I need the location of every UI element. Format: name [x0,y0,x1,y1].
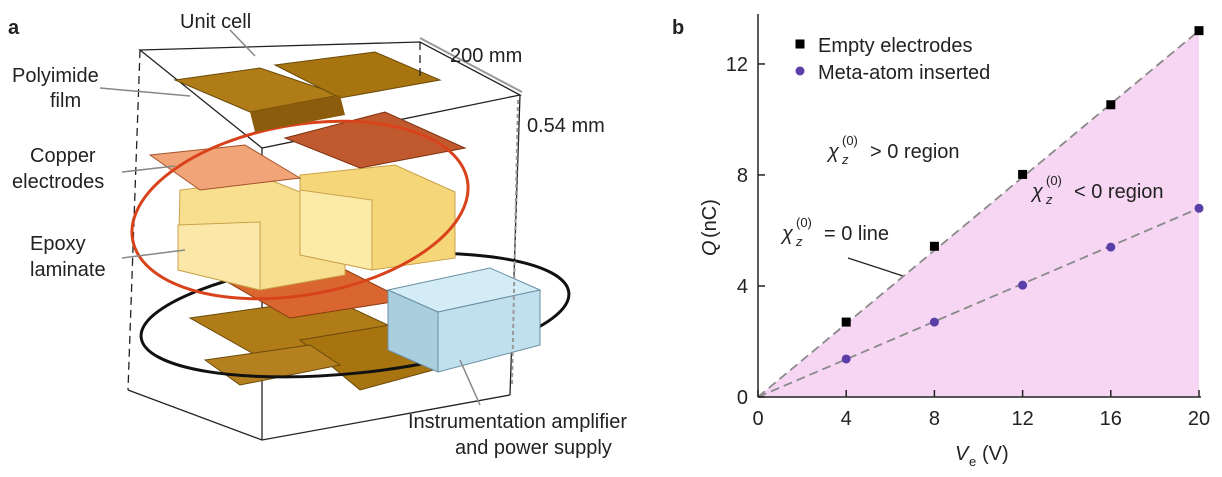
x-tick-label: 12 [1011,408,1033,430]
label: Polyimide [12,65,99,87]
point [842,354,851,363]
y-label-unit: (nC) [699,199,721,238]
annotation-sub: z [795,234,803,249]
label: Instrumentation amplifier [408,411,627,433]
point [930,318,939,327]
panel-b: b Q (nC) V e (V) χ z (0) > 0 region χ z … [672,14,1210,469]
annotation-symbol: χ [826,141,840,163]
point [1018,281,1027,290]
label: Copper [30,145,96,167]
amplifier-box [388,268,540,372]
annotation-symbol: χ [780,223,794,245]
bottom-plate [205,345,340,385]
label: and power supply [455,437,612,459]
annotation-sup: (0) [796,215,812,230]
annotation-sub: z [1045,192,1053,207]
annotation-text: > 0 region [870,141,960,163]
label: laminate [30,259,106,281]
annotation-symbol: χ [1030,181,1044,203]
legend-marker [796,67,805,76]
point [842,318,851,327]
x-tick-label: 4 [841,408,852,430]
legend-label: Empty electrodes [818,35,973,57]
label: Unit cell [180,11,251,33]
legend-label: Meta-atom inserted [818,62,990,84]
y-axis-label: Q (nC) [699,199,721,256]
label: film [50,90,81,112]
y-tick-label: 8 [737,165,748,187]
point [1195,26,1204,35]
annotation-text: = 0 line [824,223,889,245]
annotation-sup: (0) [842,133,858,148]
point [930,242,939,251]
y-tick-label: 12 [726,54,748,76]
panel-label: b [672,17,684,39]
point [1195,204,1204,213]
figure: a Unit cell Polyimide film Copper electr… [0,0,1222,472]
panel-a: a Unit cell Polyimide film Copper electr… [8,11,627,459]
panel-label: a [8,17,20,39]
x-label-symbol: V [955,443,970,465]
point [1106,100,1115,109]
label: 0.54 mm [527,115,605,137]
x-tick-label: 8 [929,408,940,430]
annotation-sup: (0) [1046,173,1062,188]
label: Epoxy [30,233,86,255]
x-tick-label: 16 [1100,408,1122,430]
label: electrodes [12,171,104,193]
y-tick-label: 4 [737,276,748,298]
annotation-text: < 0 region [1074,181,1164,203]
y-label-symbol: Q [699,240,721,256]
annotation: χ z (0) = 0 line [780,215,903,276]
annotation-sub: z [841,152,849,167]
x-label-sub: e [969,454,976,469]
point [1018,170,1027,179]
x-label-unit: (V) [982,443,1009,465]
x-tick-label: 20 [1188,408,1210,430]
label: 200 mm [450,45,522,67]
legend-marker [796,40,805,49]
annotation-leader [848,258,903,276]
point [1106,243,1115,252]
y-tick-label: 0 [737,387,748,409]
x-tick-label: 0 [752,408,763,430]
annotation: χ z (0) > 0 region [826,133,960,167]
